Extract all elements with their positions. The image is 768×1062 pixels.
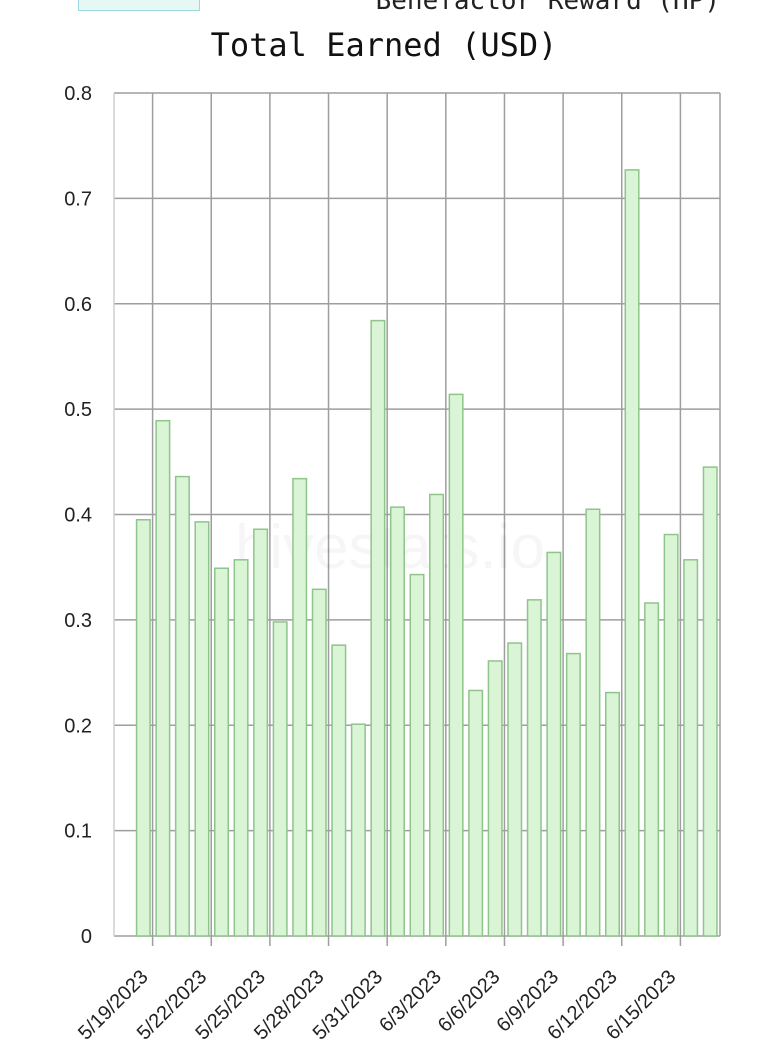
- bar: [663, 533, 679, 937]
- y-tick-label: 0.1: [64, 821, 92, 843]
- bar: [253, 528, 269, 937]
- bar: [155, 419, 171, 937]
- y-axis-ticks: 0 0.1 0.2 0.3 0.4 0.5 0.6 0.7 0.8: [64, 83, 92, 948]
- bar: [311, 588, 327, 937]
- x-tick-label: 6/6/2023: [434, 966, 505, 1037]
- x-axis-ticks: 5/19/20235/22/20235/25/20235/28/20235/31…: [74, 966, 680, 1044]
- bar: [272, 621, 288, 937]
- bar: [507, 642, 523, 937]
- x-tick-label: 6/3/2023: [375, 966, 446, 1037]
- bar: [429, 493, 445, 937]
- bar: [468, 689, 484, 937]
- bar: [214, 567, 230, 937]
- bars: [135, 169, 718, 937]
- bar: [135, 519, 151, 937]
- bar: [448, 393, 464, 937]
- bar: [526, 599, 542, 937]
- bar: [194, 521, 210, 937]
- chart-title: Total Earned (USD): [210, 26, 558, 64]
- bar: [604, 691, 620, 937]
- legend-label: Benefactor Reward (HP): [376, 0, 720, 14]
- y-tick-label: 0.7: [64, 188, 92, 210]
- bar: [683, 559, 699, 937]
- y-tick-label: 0.8: [64, 83, 92, 105]
- bar: [233, 559, 249, 937]
- y-tick-label: 0.4: [64, 505, 92, 527]
- y-tick-label: 0.6: [64, 294, 92, 316]
- bar: [350, 723, 366, 937]
- bar: [546, 551, 562, 937]
- y-tick-label: 0.2: [64, 715, 92, 737]
- bar: [565, 652, 581, 937]
- legend: Benefactor Reward (HP): [0, 0, 768, 14]
- y-tick-label: 0.5: [64, 399, 92, 421]
- bar: [389, 506, 405, 937]
- bar: [409, 573, 425, 937]
- bar: [644, 602, 660, 937]
- bar: [487, 660, 503, 937]
- bar: [702, 466, 718, 937]
- legend-swatch: [78, 0, 200, 11]
- bar: [331, 644, 347, 937]
- bar: [370, 319, 386, 937]
- bar: [292, 477, 308, 937]
- y-tick-label: 0.3: [64, 610, 92, 632]
- bar: [624, 169, 640, 937]
- bar: [585, 508, 601, 937]
- bar: [174, 475, 190, 937]
- y-tick-label: 0: [81, 926, 92, 948]
